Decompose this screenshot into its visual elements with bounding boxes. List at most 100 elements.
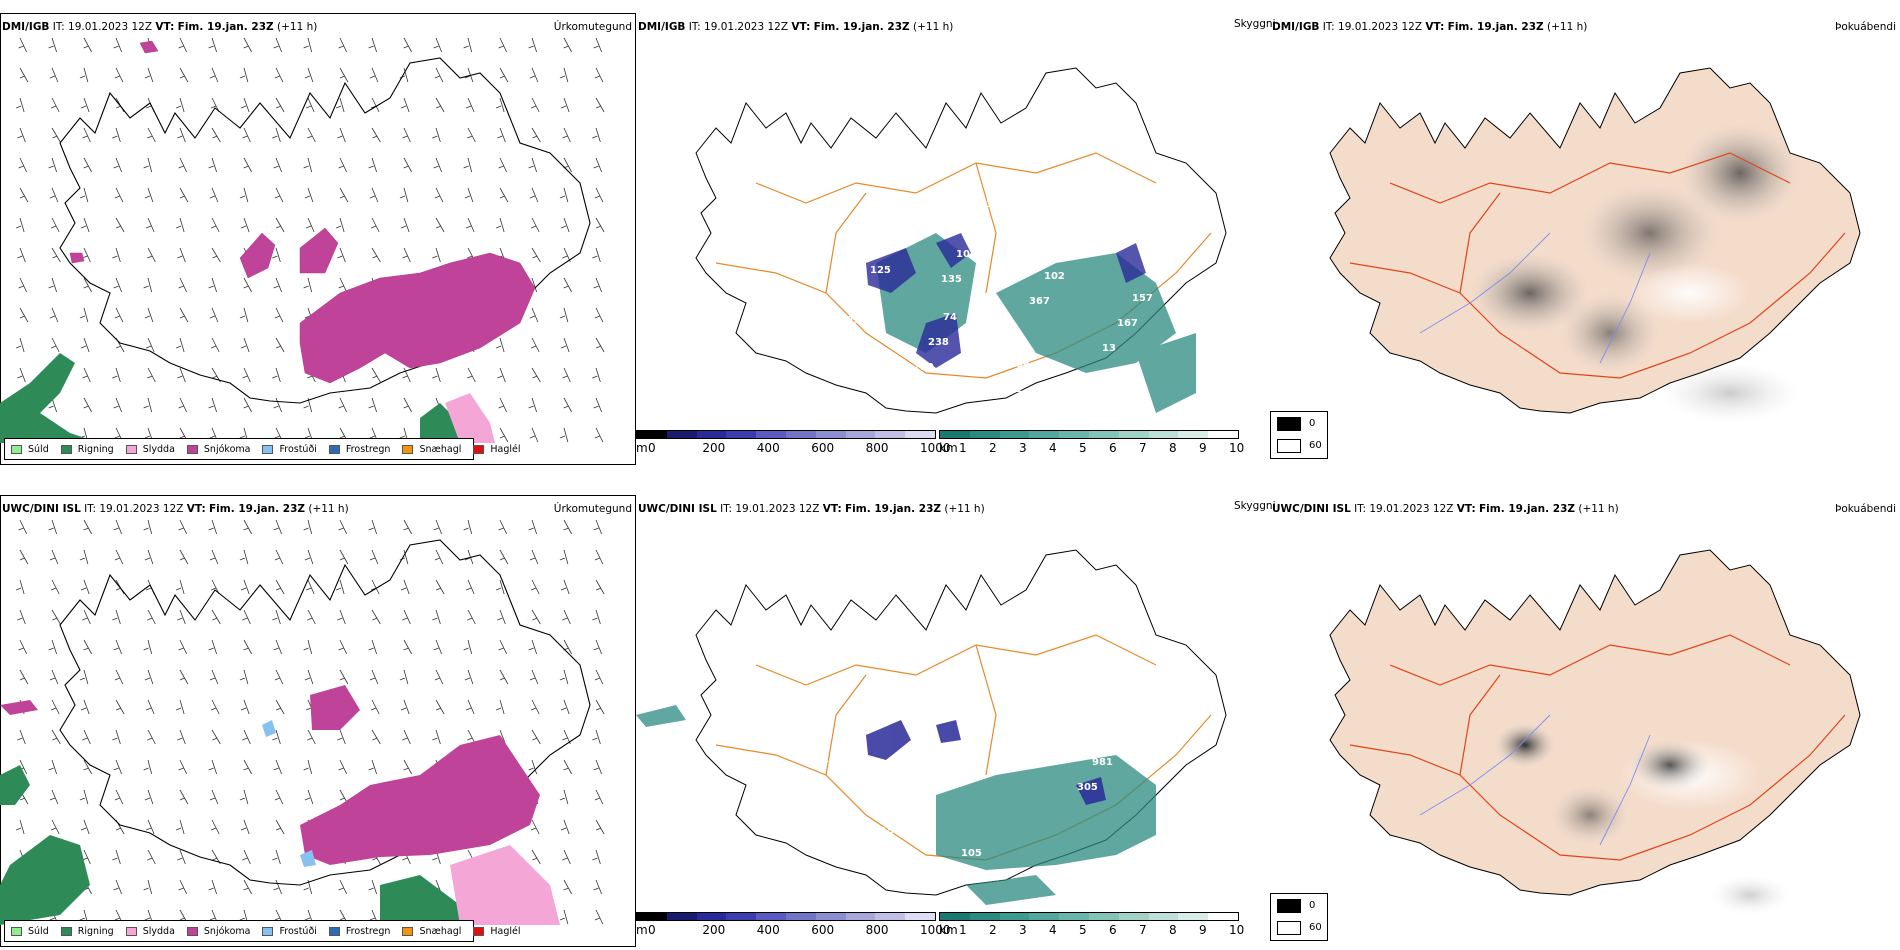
wind-barb-icon — [528, 759, 538, 775]
wind-barb-icon — [49, 549, 59, 565]
wind-barb-icon — [303, 759, 313, 775]
wind-barb-icon — [208, 277, 218, 293]
wind-barb-icon — [239, 789, 249, 805]
wind-barb-icon — [18, 157, 27, 173]
wind-barb-icon — [273, 37, 282, 53]
wind-barb-icon — [432, 127, 441, 143]
colorbar-tick-label: 1000 — [920, 923, 951, 937]
legend-item: Frostúði — [262, 444, 317, 455]
wind-barb-icon — [179, 789, 189, 805]
visibility-map: 93 125 74 88 103 108 257 238 151 199 222 223 210 348 2… — [695, 67, 1227, 414]
wind-barb-icon — [19, 307, 29, 323]
wind-barb-icon — [18, 37, 27, 53]
wind-barb-icon — [399, 187, 409, 203]
wind-barb-icon — [560, 819, 570, 835]
wind-barb-icon — [209, 67, 219, 83]
wind-barb-icon — [303, 37, 313, 53]
wind-barb-icon — [179, 187, 189, 203]
colorbar-cell — [815, 913, 846, 920]
visibility-value-label: 981 — [1092, 757, 1113, 768]
visibility-panel: UWC/DINI ISL IT: 19.01.2023 12Z VT: Fim.… — [636, 495, 1328, 947]
colorbar-tick-label: 10 — [1229, 923, 1245, 937]
wind-barb-icon — [272, 729, 281, 745]
wind-barb-icon — [531, 127, 541, 143]
wind-barb-icon — [400, 217, 410, 233]
visibility-value-label: 101 — [898, 387, 919, 398]
colorbar-cell — [1029, 431, 1060, 438]
wind-barb-icon — [177, 849, 186, 865]
snow-areas — [69, 40, 536, 384]
colorbar-cell — [726, 431, 757, 438]
wind-barb-icon — [530, 217, 540, 233]
wind-barb-icon — [114, 67, 124, 83]
wind-barb-icon — [402, 609, 411, 625]
wind-barb-icon — [594, 909, 604, 925]
wind-barb-icon — [48, 37, 58, 53]
wind-barb-icon — [211, 729, 221, 745]
wind-barb-icon — [592, 127, 601, 143]
wind-barb-icon — [528, 397, 538, 413]
wind-barb-icon — [563, 277, 572, 293]
wind-barb-icon — [593, 879, 602, 895]
wind-barb-icon — [240, 699, 250, 715]
wind-barb-icon — [178, 759, 187, 775]
wind-barb-icon — [433, 157, 442, 173]
colorbar-cell — [756, 913, 786, 920]
wind-barb-icon — [209, 187, 219, 203]
legend-swatch — [60, 444, 72, 454]
wind-barb-icon — [559, 669, 569, 685]
fog-roads — [1349, 634, 1846, 861]
colorbar-unit: m — [636, 923, 648, 937]
wind-barb-icon — [497, 609, 506, 625]
wind-barb-icon — [272, 247, 281, 263]
colorbar-tick-label: 400 — [756, 441, 780, 455]
legend-swatch — [402, 444, 414, 454]
wind-barb-icon — [243, 639, 252, 655]
colorbar-tick-label: 600 — [811, 923, 835, 937]
wind-barb-icon — [498, 519, 507, 535]
colorbar-cell — [1208, 431, 1238, 438]
visibility-panel: DMI/IGB IT: 19.01.2023 12Z VT: Fim. 19.j… — [636, 13, 1328, 465]
colorbar-cell — [1178, 913, 1209, 920]
wind-barb-icon — [51, 609, 61, 625]
colorbar-cell — [875, 913, 906, 920]
visibility-value-label: 36 — [795, 390, 809, 401]
wind-barb-icon — [51, 729, 61, 745]
wind-barb-icon — [499, 427, 509, 443]
visibility-value-labels: 71 174 105 208 207 224 215 291 168 981 223 266 167 58… — [800, 685, 1186, 884]
wind-barb-icon — [145, 819, 155, 835]
visibility-value-label: 266 — [858, 851, 879, 862]
visibility-value-label: 305 — [1077, 782, 1098, 793]
wind-barb-icon — [147, 849, 156, 865]
legend-item: Rigning — [60, 444, 114, 455]
colorbar-cell — [637, 431, 667, 438]
wind-barb-icon — [114, 549, 124, 565]
wind-barb-icon — [434, 187, 444, 203]
legend-item: Snjókoma — [186, 926, 250, 937]
colorbar-cell — [726, 913, 757, 920]
wind-barb-icon — [177, 729, 186, 745]
wind-barb-icon — [528, 639, 538, 655]
visibility-value-label: 257 — [855, 290, 876, 301]
fog-roads — [1349, 152, 1846, 379]
wind-barb-icon — [177, 609, 186, 625]
wind-barb-icon — [175, 699, 185, 715]
wind-barb-icon — [83, 157, 92, 173]
wind-barb-icon — [594, 307, 604, 323]
precip-type-panel: DMI/IGB IT: 19.01.2023 12Z VT: Fim. 19.j… — [0, 13, 636, 465]
wind-barb-icon — [242, 849, 251, 865]
wind-barb-icon — [305, 579, 315, 595]
wind-barb-icon — [147, 609, 156, 625]
fog-shading — [1495, 723, 1790, 915]
wind-barb-icon — [143, 759, 153, 775]
wind-barb-icon — [399, 549, 409, 565]
wind-barb-icon — [463, 157, 473, 173]
legend-item: Haglél — [473, 926, 521, 937]
wind-barb-icon — [240, 97, 250, 113]
wind-barb-icon — [243, 277, 252, 293]
wind-barb-icon — [17, 367, 26, 383]
colorbar-tick-label: 4 — [1049, 441, 1057, 455]
panel-header: UWC/DINI ISL IT: 19.01.2023 12Z VT: Fim.… — [638, 503, 985, 515]
wind-barb-icon — [369, 67, 379, 83]
wind-barb-icon — [175, 819, 185, 835]
